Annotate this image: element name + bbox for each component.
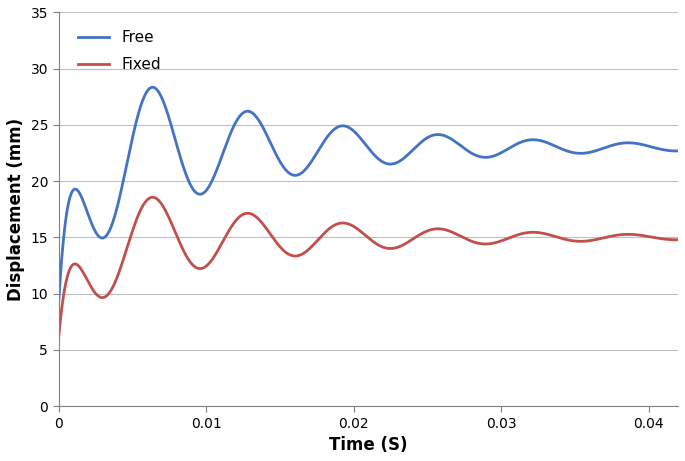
Fixed: [448, 230, 456, 235]
Fixed: [674, 237, 682, 242]
Fixed: [514, 232, 522, 237]
Free: [674, 148, 682, 154]
Fixed: [54, 336, 62, 341]
Free: [54, 302, 62, 307]
Line: Free: Free: [58, 87, 678, 305]
Fixed: [421, 229, 429, 235]
X-axis label: Time (S): Time (S): [329, 436, 408, 454]
Fixed: [149, 195, 157, 200]
Free: [279, 163, 287, 169]
Free: [421, 136, 429, 142]
Free: [448, 137, 456, 142]
Free: [149, 84, 157, 90]
Legend: Free, Fixed: Free, Fixed: [73, 24, 167, 78]
Free: [514, 141, 522, 146]
Fixed: [279, 247, 287, 253]
Free: [86, 216, 94, 221]
Line: Fixed: Fixed: [58, 197, 678, 338]
Fixed: [86, 282, 94, 287]
Fixed: [547, 232, 555, 238]
Y-axis label: Displacement (mm): Displacement (mm): [7, 118, 25, 301]
Free: [547, 142, 555, 147]
